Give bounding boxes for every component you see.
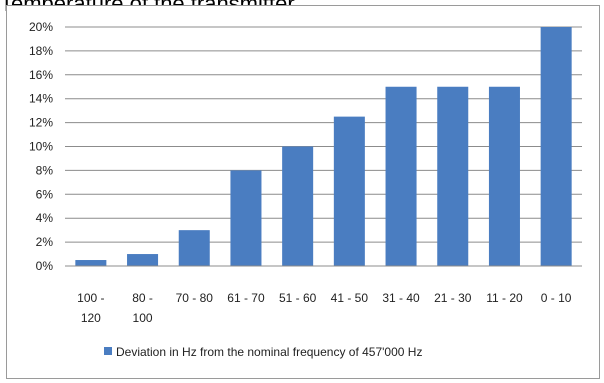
y-tick-label: 12% [29, 116, 53, 130]
y-tick-label: 20% [29, 20, 53, 34]
y-axis-ticks: 0% 2% 4% 6% 8% 10% 12% 14% 16% 18% 20% [29, 20, 53, 273]
y-tick-label: 18% [29, 44, 53, 58]
bar [127, 254, 159, 266]
bar [333, 116, 365, 266]
bar [282, 146, 314, 266]
x-tick-label: 0 - 10 [541, 291, 572, 305]
x-tick-label: 70 - 80 [176, 291, 214, 305]
x-tick-label: 61 - 70 [227, 291, 265, 305]
x-tick-label: 51 - 60 [279, 291, 317, 305]
bar [437, 86, 469, 266]
legend-label: Deviation in Hz from the nominal frequen… [116, 345, 422, 359]
y-tick-label: 6% [36, 187, 54, 201]
bar [385, 86, 417, 266]
legend: Deviation in Hz from the nominal frequen… [104, 345, 422, 359]
bar [75, 260, 107, 266]
x-tick-label: 11 - 20 [486, 291, 523, 305]
bar [488, 86, 520, 266]
x-tick-label: 31 - 40 [382, 291, 420, 305]
y-tick-label: 0% [36, 259, 54, 273]
y-tick-label: 10% [29, 140, 53, 154]
y-tick-label: 14% [29, 92, 53, 106]
x-tick-label: 100 -120 [77, 291, 104, 325]
legend-swatch [104, 347, 112, 355]
bar [230, 170, 262, 266]
bar [540, 27, 572, 266]
x-tick-label: 80 -100 [132, 291, 153, 325]
bars [75, 27, 572, 266]
bar [178, 230, 210, 266]
y-tick-label: 2% [36, 235, 54, 249]
y-tick-label: 4% [36, 211, 54, 225]
x-tick-label: 41 - 50 [331, 291, 369, 305]
y-tick-label: 16% [29, 68, 53, 82]
y-tick-label: 8% [36, 163, 54, 177]
x-axis-labels: 100 -120 80 -100 70 - 80 61 - 70 51 - 60 41 -… [77, 291, 572, 325]
x-tick-label: 21 - 30 [434, 291, 472, 305]
